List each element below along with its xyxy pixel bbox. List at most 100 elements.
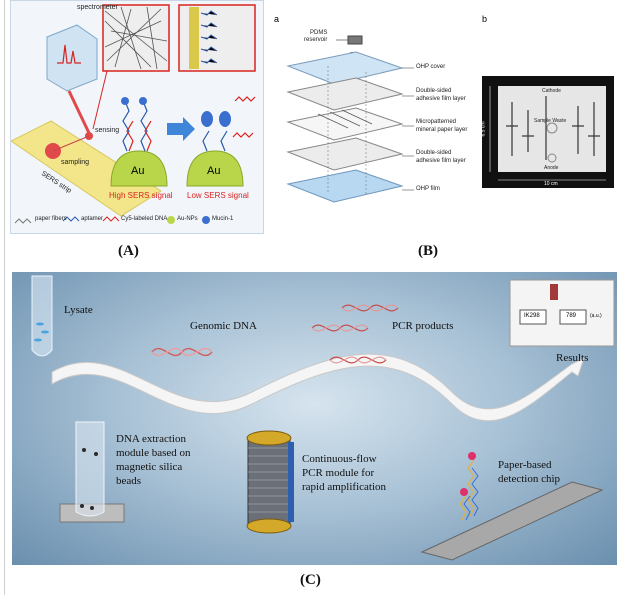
spectrum-trace [57,44,81,64]
pcr-module-line-3: rapid amplification [302,481,386,493]
result-box-1-text: IK298 [524,313,540,319]
pdms-block [347,35,363,45]
legend-swatches [14,216,210,224]
dna-extraction-line-4: beads [116,475,142,487]
caption-a: (A) [118,243,139,259]
left-aptamers [122,100,148,152]
aptamer-strands [200,10,218,64]
result-box-2-text: 789 [566,313,577,319]
pcr-helices [311,304,399,364]
chip-np-2 [468,452,476,460]
device-electrodes [489,86,606,181]
result-box-1 [519,309,547,325]
result-box-3-text: (a.u.) [590,313,602,319]
panel-a: spectrometer sensing sampling SERS strip… [10,0,264,234]
adhesive-layer-bottom [286,137,404,171]
dna-extraction-line-3: magnetic silica [116,461,183,473]
layer-ohp-cover: OHP cover [416,64,446,70]
lysate-particles [34,322,49,342]
sampling-label: sampling [61,159,90,166]
paper-chip-line-1: Paper-based [498,459,552,471]
legend-paper-fibers: paper fibers [35,216,67,222]
au-right-label: Au [207,165,221,177]
legend-cy5-dna: Cy5-labeled DNA [121,216,168,222]
au-np-right [186,150,244,187]
paper-channels [317,109,373,129]
pcr-module-line-1: Continuous-flow [302,453,377,465]
spectrometer-label: spectrometer [77,4,118,11]
paper-chip-line-2: detection chip [498,473,561,485]
mucin-bead-2 [139,97,147,105]
device-photo: Cathode Sample Waste Anode 6.5 cm 10 cm [480,76,614,188]
layer-stack [286,35,414,203]
chip-np-1 [460,488,468,496]
caption-b: (B) [418,243,438,259]
chip-strands [463,467,479,521]
paper-chip-strip [420,481,604,561]
layer-micropatterned: Micropatterned [416,119,457,125]
laser-beam [67,90,91,134]
results-marker [550,284,558,300]
dna-extraction-line-2: module based on [116,447,191,459]
right-mucin-beads [201,111,231,127]
magnetic-beads [80,448,98,510]
sample-path [52,135,90,152]
ohp-cover-layer [286,51,404,85]
paper-fibers [104,6,168,70]
leader-lines [402,67,414,191]
dna-extraction-label: DNA extraction module based on magnetic … [116,432,191,488]
pcr-coils [248,447,290,513]
au-np-left [110,150,168,187]
workflow-illustration [31,275,615,561]
np-column [189,7,199,69]
width-label: 10 cm [544,181,558,187]
left-border [4,0,5,595]
genomic-dna-label: Genomic DNA [190,320,257,332]
inset-connector [92,70,108,130]
legend-au-nps: Au-NPs [177,216,198,222]
extraction-column [75,421,105,517]
legend-aptamer: aptamer [81,216,104,222]
pcr-cylinder [247,439,291,525]
sensing-label: sensing [95,127,120,134]
dna-extraction-line-1: DNA extraction [116,433,186,445]
layer-double-sided-2: Double-sided [416,150,452,156]
lysate-tube [31,275,53,357]
pdms-label: PDMS [310,30,328,36]
chip-probes [459,459,475,521]
pcr-module-label: Continuous-flow PCR module for rapid amp… [302,452,386,494]
au-left-label: Au [131,165,145,177]
legend-mucin: Mucin-1 [212,216,234,222]
ribbon-arrow [51,353,585,422]
caption-c: (C) [300,572,321,588]
anode-label: Anode [544,165,559,171]
paper-chip-label: Paper-based detection chip [498,458,560,486]
transition-arrow [167,117,195,141]
mucin-bead-1 [121,97,129,105]
result-box-2 [559,309,587,325]
device-card [498,86,606,172]
pcr-cap-bottom [246,518,292,534]
genomic-dna-helix [151,347,213,357]
panel-c: Lysate Genomic DNA PCR products Results … [12,272,617,565]
pcr-products-label: PCR products [392,320,454,332]
layer-ohp-film: OHP film [416,186,440,192]
lysate-label: Lysate [64,304,93,316]
high-signal-label: High SERS signal [109,191,173,200]
released-dna [232,96,256,138]
ohp-film-layer [286,169,404,203]
height-label: 6.5 cm [480,121,487,137]
panel-b-letter-b: b [482,14,488,24]
pcr-blue-band [288,442,294,522]
reservoir-label: reservoir [304,37,328,43]
pcr-module-line-2: PCR module for [302,467,375,479]
layer-adhesive-2: adhesive film layer [416,158,466,164]
layer-adhesive-1: adhesive film layer [416,96,466,102]
panel-b-letter-a: a [274,14,280,24]
cathode-label: Cathode [542,88,561,94]
pcr-cap-top [246,430,292,446]
right-aptamers [202,130,228,152]
panel-b: a b PDMS reservoir OHP cover Double-side… [268,0,620,240]
layer-double-sided-1: Double-sided [416,88,452,94]
layer-mineral-paper: mineral paper layer [416,127,468,133]
